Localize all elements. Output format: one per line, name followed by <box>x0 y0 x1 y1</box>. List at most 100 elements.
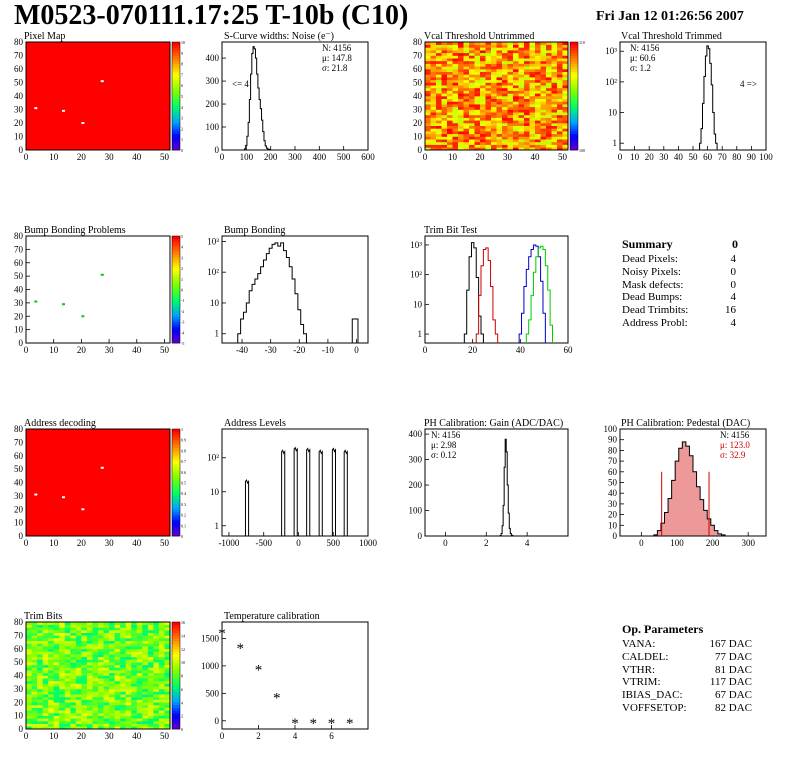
heatmap-cell <box>480 66 486 70</box>
heatmap-cell <box>447 120 453 124</box>
heatmap-cell <box>524 112 530 116</box>
y-tick-label: 0 <box>19 338 24 348</box>
y-tick-label: 1 <box>418 329 423 339</box>
heatmap-cell <box>158 691 165 695</box>
heatmap-cell <box>164 704 171 708</box>
heatmap-cell <box>64 638 71 642</box>
heatmap-cell <box>430 44 437 48</box>
heatmap-cell <box>164 662 171 666</box>
op-param-label: VOFFSETOP: <box>622 702 687 714</box>
color-bar-segment <box>570 55 578 59</box>
color-bar-segment <box>570 123 578 127</box>
special-pixel <box>100 273 104 276</box>
heatmap-cell <box>158 678 165 682</box>
heatmap-cell <box>513 117 519 121</box>
heatmap-cell <box>474 44 481 48</box>
heatmap-cell <box>458 87 464 91</box>
heatmap-cell <box>469 120 475 124</box>
heatmap-cell <box>92 632 99 636</box>
temperature-point: * <box>346 716 354 732</box>
heatmap-cell <box>136 664 143 668</box>
heatmap-cell <box>86 720 93 724</box>
heatmap-cell <box>75 694 82 698</box>
y-tick-label: 300 <box>206 76 220 86</box>
heatmap-cell <box>70 662 77 666</box>
heatmap-cell <box>535 104 541 108</box>
heatmap-cell <box>496 47 503 51</box>
heatmap-cell <box>42 659 49 663</box>
heatmap-cell <box>125 696 132 700</box>
summary-row-value: 0 <box>730 265 737 278</box>
heatmap-cell <box>452 114 459 118</box>
heatmap-cell <box>70 627 77 631</box>
heatmap-cell <box>120 667 126 671</box>
heatmap-cell <box>81 672 88 676</box>
heatmap-cell <box>474 63 481 67</box>
heatmap-cell <box>535 106 541 110</box>
summary-row-label: Mask defects: <box>622 278 684 291</box>
heatmap-cell <box>513 47 519 51</box>
heatmap-cell <box>480 87 486 91</box>
heatmap-cell <box>496 101 503 105</box>
heatmap-cell <box>480 82 486 86</box>
heatmap-cell <box>562 82 569 86</box>
color-bar-segment <box>172 453 180 457</box>
heatmap-cell <box>557 50 563 54</box>
heatmap-cell <box>513 90 519 94</box>
heatmap-cell <box>136 720 143 724</box>
heatmap-cell <box>59 691 66 695</box>
heatmap-cell <box>491 112 497 116</box>
heatmap-cell <box>557 96 563 99</box>
heatmap-cell <box>136 723 143 727</box>
heatmap-cell <box>142 710 149 714</box>
heatmap-cell <box>524 71 530 75</box>
heatmap-cell <box>425 141 431 145</box>
heatmap-cell <box>513 85 519 89</box>
color-bar-segment <box>570 117 578 121</box>
heatmap-cell <box>142 659 149 663</box>
heatmap-cell <box>48 683 54 687</box>
heatmap-cell <box>53 651 60 655</box>
heatmap-cell <box>485 141 492 145</box>
heatmap-cell <box>64 712 71 716</box>
heatmap-cell <box>441 55 448 59</box>
heatmap-cell <box>53 704 60 708</box>
heatmap-cell <box>425 136 431 140</box>
heatmap-cell <box>458 114 464 118</box>
heatmap-cell <box>518 50 525 54</box>
heatmap-cell <box>31 656 38 660</box>
heatmap-cell <box>546 74 552 78</box>
heatmap-cell <box>491 79 497 83</box>
heatmap-cell <box>452 98 459 102</box>
heatmap-cell <box>502 109 508 113</box>
heatmap-cell <box>64 715 71 719</box>
heatmap-cell <box>120 659 126 663</box>
heatmap-cell <box>92 672 99 676</box>
heatmap-cell <box>562 141 569 145</box>
heatmap-cell <box>496 87 503 91</box>
x-tick-label: 400 <box>313 152 327 162</box>
heatmap-cell <box>529 90 536 94</box>
y-tick-label: 400 <box>206 53 220 63</box>
heatmap-cell <box>507 131 514 135</box>
heatmap-cell <box>114 638 121 642</box>
heatmap-cell <box>158 699 165 703</box>
heatmap-cell <box>37 672 43 676</box>
heatmap-cell <box>131 704 138 708</box>
heatmap-cell <box>64 627 71 631</box>
heatmap-cell <box>557 131 563 135</box>
heatmap-cell <box>502 85 508 89</box>
heatmap-cell <box>441 123 448 126</box>
heatmap-cell <box>53 654 60 658</box>
heatmap-cell <box>70 715 77 719</box>
heatmap-cell <box>452 77 459 81</box>
heatmap-cell <box>441 114 448 118</box>
heatmap-cell <box>513 60 519 64</box>
color-bar-segment <box>172 316 180 320</box>
heatmap-cell <box>562 55 569 59</box>
heatmap-cell <box>109 659 115 663</box>
heatmap-cell <box>524 79 530 83</box>
heatmap-cell <box>458 131 464 135</box>
heatmap-cell <box>535 66 541 70</box>
heatmap-cell <box>474 87 481 91</box>
